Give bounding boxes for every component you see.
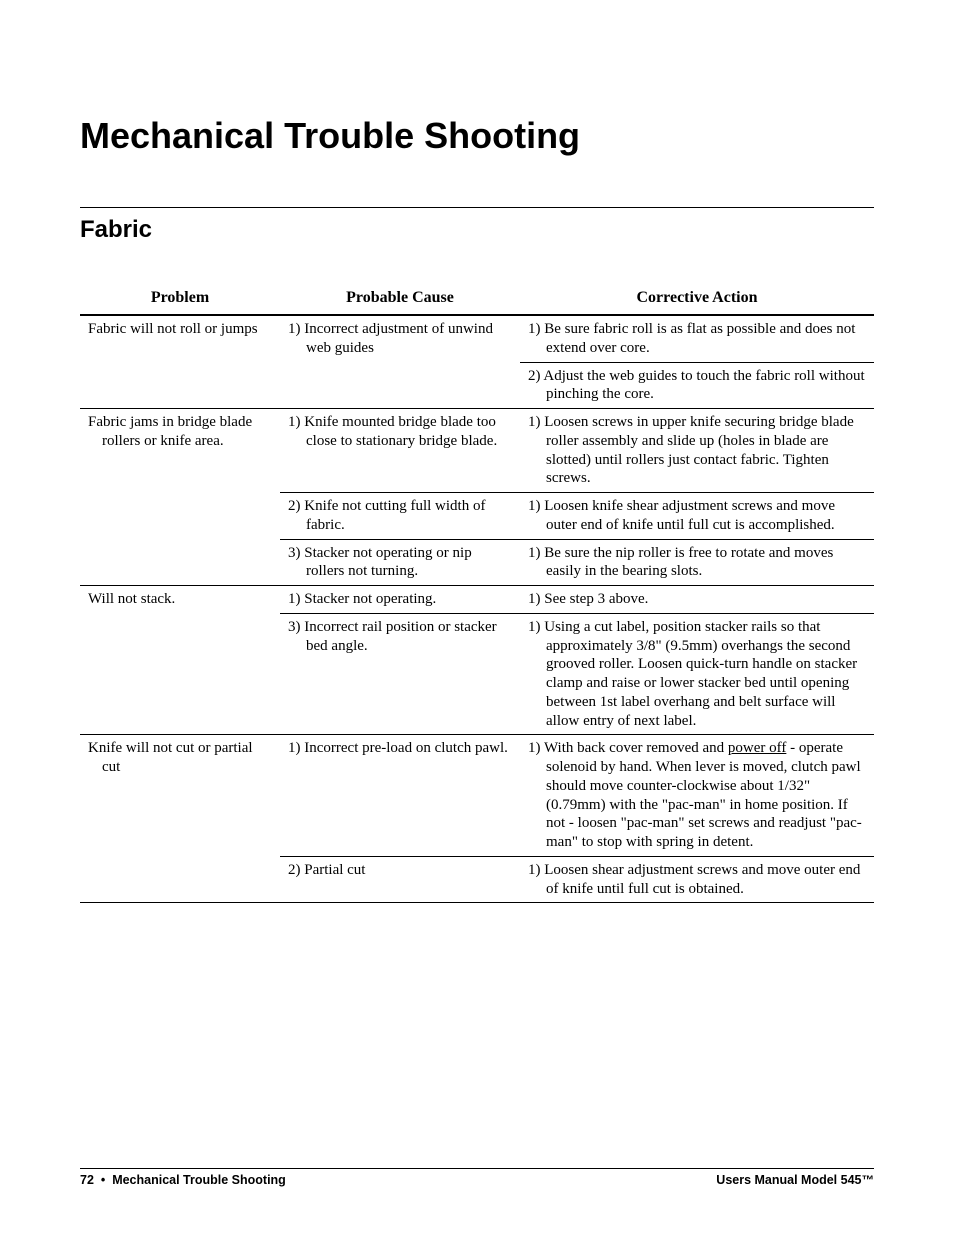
col-action: Corrective Action — [520, 284, 874, 315]
cell-action: 1) Loosen screws in upper knife securing… — [520, 409, 874, 493]
cell-cause: 1) Stacker not operating. — [280, 586, 520, 614]
cell-action: 1) With back cover removed and power off… — [520, 735, 874, 857]
page-title: Mechanical Trouble Shooting — [80, 115, 874, 157]
cell-cause: 1) Incorrect pre-load on clutch pawl. — [280, 735, 520, 857]
table-bottom-rule — [80, 903, 874, 904]
cause-text: 2) Knife not cutting full width of fabri… — [288, 497, 512, 535]
footer-section-label: Mechanical Trouble Shooting — [112, 1173, 286, 1187]
cell-action: 1) See step 3 above. — [520, 586, 874, 614]
action-text: 1) Using a cut label, position stacker r… — [528, 618, 866, 731]
cause-text: 1) Incorrect adjustment of unwind web gu… — [288, 320, 512, 358]
problem-text: Fabric will not roll or jumps — [88, 320, 272, 339]
cell-action: 1) Loosen knife shear adjustment screws … — [520, 493, 874, 540]
page-footer: 72 • Mechanical Trouble Shooting Users M… — [80, 1168, 874, 1187]
action-text: 1) Be sure the nip roller is free to rot… — [528, 544, 866, 582]
cell-cause: 3) Incorrect rail position or stacker be… — [280, 613, 520, 735]
cell-cause: 2) Knife not cutting full width of fabri… — [280, 493, 520, 540]
cell-action: 1) Using a cut label, position stacker r… — [520, 613, 874, 735]
cell-problem: Will not stack. — [80, 586, 280, 735]
cause-text: 1) Stacker not operating. — [288, 590, 512, 609]
table-row: Will not stack. 1) Stacker not operating.… — [80, 586, 874, 614]
cause-text: 1) Knife mounted bridge blade too close … — [288, 413, 512, 451]
table-row: Fabric will not roll or jumps 1) Incorrec… — [80, 315, 874, 362]
action-text: 1) Loosen knife shear adjustment screws … — [528, 497, 866, 535]
action-text: 1) Loosen shear adjustment screws and mo… — [528, 861, 866, 899]
cell-problem: Knife will not cut or partial cut — [80, 735, 280, 903]
cell-action: 1) Be sure fabric roll is as flat as pos… — [520, 315, 874, 362]
cell-action: 2) Adjust the web guides to touch the fa… — [520, 362, 874, 409]
action-text: 1) See step 3 above. — [528, 590, 866, 609]
page: Mechanical Trouble Shooting Fabric Probl… — [0, 0, 954, 1235]
footer-left: 72 • Mechanical Trouble Shooting — [80, 1173, 286, 1187]
cause-text: 3) Incorrect rail position or stacker be… — [288, 618, 512, 656]
cause-text: 3) Stacker not operating or nip rollers … — [288, 544, 512, 582]
problem-text: Knife will not cut or partial cut — [88, 739, 272, 777]
cell-cause: 1) Knife mounted bridge blade too close … — [280, 409, 520, 493]
troubleshooting-table: Problem Probable Cause Corrective Action… — [80, 284, 874, 903]
table-row: Knife will not cut or partial cut 1) Inco… — [80, 735, 874, 857]
section-heading: Fabric — [80, 216, 874, 244]
action-text: 1) Be sure fabric roll is as flat as pos… — [528, 320, 866, 358]
problem-text: Will not stack. — [88, 590, 272, 609]
action-text: 2) Adjust the web guides to touch the fa… — [528, 367, 866, 405]
col-cause: Probable Cause — [280, 284, 520, 315]
cell-cause: 2) Partial cut — [280, 856, 520, 903]
cell-action: 1) Be sure the nip roller is free to rot… — [520, 539, 874, 586]
cell-action: 1) Loosen shear adjustment screws and mo… — [520, 856, 874, 903]
cell-cause: 3) Stacker not operating or nip rollers … — [280, 539, 520, 586]
problem-text: Fabric jams in bridge blade rollers or k… — [88, 413, 272, 451]
cause-text: 2) Partial cut — [288, 861, 512, 880]
footer-bullet: • — [97, 1173, 112, 1187]
cause-text: 1) Incorrect pre-load on clutch pawl. — [288, 739, 512, 758]
cell-cause — [280, 362, 520, 409]
cell-problem: Fabric will not roll or jumps — [80, 315, 280, 409]
footer-page-number: 72 — [80, 1173, 94, 1187]
section-rule — [80, 207, 874, 208]
table-header-row: Problem Probable Cause Corrective Action — [80, 284, 874, 315]
cell-cause: 1) Incorrect adjustment of unwind web gu… — [280, 315, 520, 362]
footer-right: Users Manual Model 545™ — [716, 1173, 874, 1187]
action-text: 1) With back cover removed and power off… — [528, 739, 866, 852]
col-problem: Problem — [80, 284, 280, 315]
action-text: 1) Loosen screws in upper knife securing… — [528, 413, 866, 488]
table-row: Fabric jams in bridge blade rollers or k… — [80, 409, 874, 493]
cell-problem: Fabric jams in bridge blade rollers or k… — [80, 409, 280, 586]
